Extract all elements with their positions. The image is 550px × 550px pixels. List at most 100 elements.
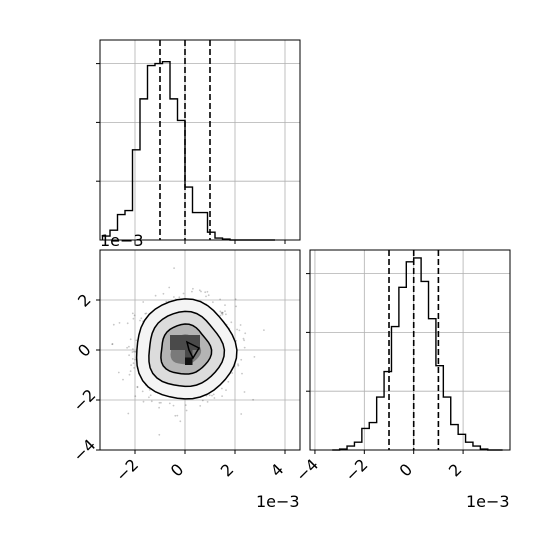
sample-point (224, 310, 226, 312)
sample-point (140, 317, 143, 320)
x-tick-label: −2 (112, 455, 142, 485)
sample-point (201, 399, 204, 402)
sample-point (118, 322, 121, 324)
sample-point (240, 413, 243, 415)
sample-point (263, 329, 265, 331)
sample-point (243, 391, 246, 393)
sample-point (253, 356, 256, 358)
density-core-cell (177, 335, 185, 343)
sample-point (135, 339, 138, 342)
sample-point (148, 396, 150, 399)
x-tick-label: 4 (267, 460, 288, 481)
sample-point (212, 393, 215, 396)
sample-point (160, 401, 162, 404)
sample-point (133, 350, 135, 353)
x-tick-label: −4 (292, 455, 322, 485)
sample-point (219, 298, 222, 301)
density-core-cell (177, 342, 185, 350)
sample-point (131, 358, 134, 360)
sample-point (242, 337, 245, 340)
density-contour-inner (185, 340, 201, 360)
sample-point (132, 348, 134, 350)
sample-point (111, 343, 114, 346)
histogram-step (101, 60, 275, 241)
axes-frame (309, 249, 511, 451)
sample-point (221, 312, 224, 314)
sample-point (237, 364, 240, 367)
sample-point (230, 321, 233, 324)
sample-point (158, 433, 161, 436)
sample-point (133, 314, 136, 317)
sample-point (168, 286, 171, 289)
sample-point (145, 312, 148, 315)
sample-point (112, 323, 115, 326)
y-tick-label: −4 (69, 435, 99, 465)
sample-point (127, 412, 130, 415)
sample-point (225, 389, 227, 391)
sample-point (176, 414, 179, 417)
sample-point (185, 409, 188, 412)
sample-point (205, 295, 207, 298)
sample-point (208, 394, 211, 397)
x-tick-label: 0 (167, 460, 188, 481)
density-contour (160, 323, 213, 375)
density-core-cell (185, 357, 193, 365)
x-tick-label: −2 (341, 455, 371, 485)
top-left-histogram-panel (96, 39, 301, 244)
sample-point (227, 380, 230, 383)
sample-point (144, 312, 147, 315)
sample-point (148, 389, 151, 391)
sample-point (134, 395, 137, 398)
sample-point (122, 378, 124, 381)
sample-point (131, 351, 134, 353)
sample-point (134, 358, 137, 361)
sample-point (252, 398, 255, 401)
sample-point (219, 314, 222, 317)
sample-point (212, 301, 214, 303)
sample-point (198, 289, 201, 292)
density-contour (135, 298, 238, 400)
sample-point (129, 338, 132, 341)
sample-point (162, 292, 165, 295)
sample-point (237, 363, 239, 365)
sample-point (240, 358, 243, 361)
sample-point (191, 290, 193, 293)
density-core-cell (170, 335, 178, 343)
sample-point (238, 329, 241, 332)
bottom-right-histogram-panel: −4 −2 0 2 (292, 249, 511, 485)
sample-point (192, 287, 194, 290)
density-contour (148, 310, 226, 388)
sample-point (204, 291, 207, 294)
sample-point (219, 310, 222, 313)
sample-point (243, 346, 246, 349)
sample-point (207, 294, 210, 297)
sample-point (128, 354, 131, 357)
density-core-cell (170, 342, 178, 350)
density-core-cell (185, 335, 193, 343)
sample-point (142, 301, 145, 303)
sample-point (173, 296, 175, 298)
sample-point (182, 292, 185, 295)
sample-point (179, 420, 182, 423)
x-tick-label: 0 (395, 460, 416, 481)
sample-point (236, 328, 239, 331)
sample-point (131, 312, 134, 315)
sample-point (149, 394, 152, 397)
joint-y-offset-label: 1e−3 (100, 231, 144, 250)
sample-point (243, 339, 246, 342)
sample-point (244, 332, 247, 335)
sample-point (150, 400, 153, 403)
sample-point (172, 404, 175, 407)
sample-point (158, 401, 161, 404)
sample-point (130, 364, 133, 366)
density-core-cell (185, 350, 193, 358)
x-tick-label: 2 (217, 460, 238, 481)
sample-point (126, 346, 128, 349)
sample-point (136, 386, 139, 389)
density-core-cell (192, 335, 200, 343)
sample-point (213, 397, 216, 399)
sample-point (133, 367, 136, 369)
sample-point (206, 290, 209, 293)
y-tick-label: 0 (74, 340, 95, 361)
joint-x-offset-label: 1e−3 (256, 492, 300, 511)
